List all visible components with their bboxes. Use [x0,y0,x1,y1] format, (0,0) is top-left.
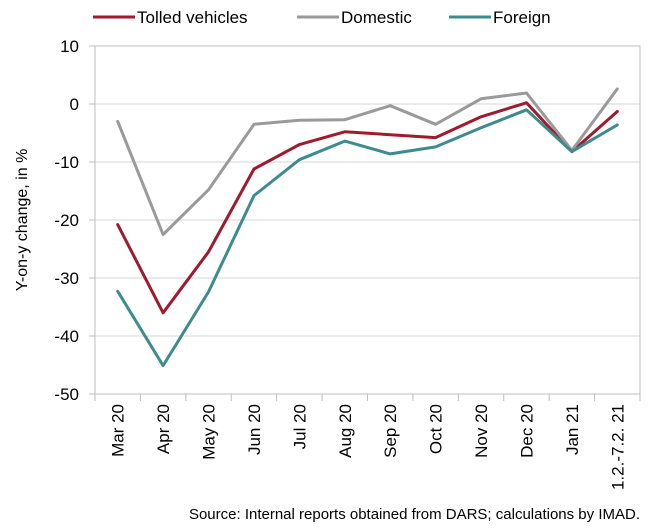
y-tick-label: 0 [70,95,79,114]
x-tick-label: Aug 20 [336,404,355,458]
x-tick-label: Jun 20 [245,404,264,455]
grid [95,103,640,337]
y-tick-label: -30 [54,269,79,288]
series-line-foreign [116,108,619,368]
y-tick-label: 10 [60,37,79,56]
x-tick-label: May 20 [200,404,219,460]
legend-label-domestic: Domestic [341,8,412,27]
x-tick-label: Jan 21 [563,404,582,455]
x-axis: Mar 20 Apr 20 May 20 Jun 20 Jul 20 Aug 20 Sep … [94,394,641,490]
legend-label-foreign: Foreign [493,8,551,27]
x-tick-label: Sep 20 [381,404,400,458]
x-tick-label: Dec 20 [517,404,536,458]
legend: Tolled vehicles Domestic Foreign [93,8,551,27]
x-tick-label: 1.2.-7.2. 21 [608,404,627,490]
x-tick-label: Apr 20 [154,404,173,454]
x-tick-label: Oct 20 [427,404,446,454]
series-lines [116,87,619,368]
source-note: Source: Internal reports obtained from D… [189,506,640,523]
x-tick-label: Nov 20 [472,404,491,458]
y-tick-label: -20 [54,211,79,230]
series-line-tolled-vehicles [116,101,619,315]
y-tick-label: -40 [54,327,79,346]
y-axis: -50 -40 -30 -20 -10 0 10 [54,37,95,404]
y-axis-label: Y-on-y change, in % [14,149,31,292]
y-tick-label: -10 [54,153,79,172]
x-tick-label: Jul 20 [290,404,309,449]
x-tick-label: Mar 20 [109,404,128,457]
series-line-domestic [116,87,619,236]
legend-label-tolled-vehicles: Tolled vehicles [137,8,248,27]
y-tick-label: -50 [54,385,79,404]
